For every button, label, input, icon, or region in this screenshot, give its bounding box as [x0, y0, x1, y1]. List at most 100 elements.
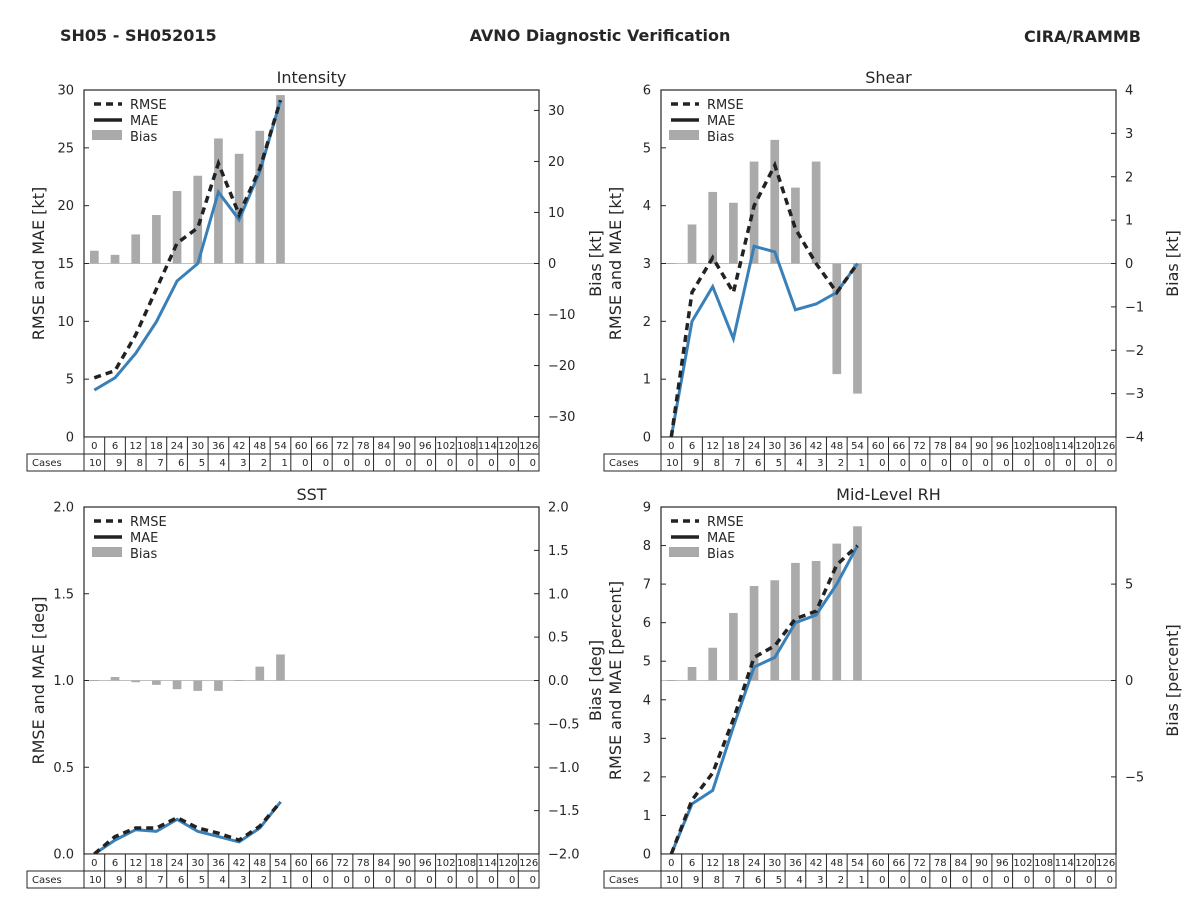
legend-rmse-label: RMSE: [707, 98, 744, 113]
table-hour: 90: [975, 858, 988, 869]
rmse-line: [669, 544, 859, 855]
table-case-count: 0: [406, 458, 412, 469]
table-label-cell: [603, 870, 662, 889]
table-case-count: 0: [343, 875, 349, 886]
legend-bias-label: Bias: [707, 547, 734, 562]
table-hour: 48: [253, 858, 266, 869]
table-hour: 126: [519, 441, 538, 452]
table-case-count: 0: [1086, 875, 1092, 886]
y2-tick-label: −1.5: [548, 804, 580, 819]
table-hour: 126: [1096, 858, 1115, 869]
table-case-count: 6: [178, 458, 184, 469]
y-axis-label: RMSE and MAE [kt]: [606, 187, 625, 340]
table-hour: 66: [892, 441, 905, 452]
y2-tick-label: 0: [548, 257, 556, 272]
table-case-count: 0: [385, 875, 391, 886]
table-hour: 54: [851, 441, 864, 452]
table-hour: 18: [727, 441, 740, 452]
y2-axis-label: Bias [deg]: [586, 640, 605, 721]
table-hour: 90: [398, 858, 411, 869]
table-case-count: 0: [983, 458, 989, 469]
table-case-count: 9: [116, 875, 122, 886]
y-tick-label: 0: [643, 431, 651, 446]
table-hour: 30: [191, 858, 204, 869]
bias-bar: [708, 647, 718, 681]
bias-bar: [276, 95, 285, 264]
table-hour: 30: [191, 441, 204, 452]
table-hour: 114: [478, 441, 497, 452]
table-case-count: 0: [1086, 458, 1092, 469]
bias-bar: [729, 613, 738, 681]
table-hour: 18: [150, 858, 163, 869]
table-hour: 30: [768, 858, 781, 869]
header-title: AVNO Diagnostic Verification: [470, 26, 731, 45]
rmse-line: [669, 160, 859, 438]
header-storm-id: SH05 - SH052015: [60, 26, 217, 45]
bias-bar: [89, 680, 99, 681]
table-hour: 36: [212, 858, 225, 869]
table-case-count: 0: [406, 875, 412, 886]
table-case-count: 2: [261, 875, 267, 886]
table-hour: 54: [274, 441, 287, 452]
table-row-label: Cases: [32, 458, 62, 469]
table-hour: 66: [315, 858, 328, 869]
table-hour: 24: [171, 858, 184, 869]
y2-axis-label: Bias [percent]: [1163, 624, 1182, 736]
table-hour: 102: [1013, 858, 1032, 869]
table-case-count: 0: [983, 875, 989, 886]
table-hour: 84: [955, 441, 968, 452]
table-hour: 120: [1075, 441, 1094, 452]
table-hour: 60: [872, 858, 885, 869]
table-hour: 126: [1096, 441, 1115, 452]
table-row-label: Cases: [609, 875, 639, 886]
table-hour: 66: [892, 858, 905, 869]
table-case-count: 0: [900, 458, 906, 469]
table-case-count: 2: [838, 458, 844, 469]
table-hour: 120: [1075, 858, 1094, 869]
table-case-count: 7: [157, 458, 163, 469]
table-case-count: 0: [920, 458, 926, 469]
y-axis-label: RMSE and MAE [percent]: [606, 581, 625, 780]
table-case-count: 0: [900, 875, 906, 886]
y-tick-label: 2: [643, 315, 651, 330]
y2-tick-label: −10: [548, 308, 575, 323]
y2-tick-label: 20: [548, 155, 565, 170]
y2-tick-label: −5: [1125, 770, 1144, 785]
table-hour: 24: [748, 858, 761, 869]
table-case-count: 0: [323, 458, 329, 469]
table-case-count: 0: [509, 875, 515, 886]
y2-tick-label: −30: [548, 410, 575, 425]
table-row-label: Cases: [609, 458, 639, 469]
y2-tick-label: −2.0: [548, 848, 580, 863]
table-hour: 18: [727, 858, 740, 869]
table-case-count: 2: [838, 875, 844, 886]
table-case-count: 6: [178, 875, 184, 886]
table-hour: 108: [1034, 441, 1053, 452]
table-case-count: 10: [89, 458, 102, 469]
y-tick-label: 0: [66, 431, 74, 446]
table-hour: 78: [357, 858, 370, 869]
table-case-count: 1: [281, 458, 287, 469]
table-case-count: 10: [666, 875, 679, 886]
bias-bar: [708, 191, 718, 264]
y2-tick-label: −1: [1125, 300, 1144, 315]
panel-title: Mid-Level RH: [836, 485, 941, 504]
y2-tick-label: 1.0: [548, 587, 569, 602]
table-case-count: 1: [858, 458, 864, 469]
table-hour: 36: [212, 441, 225, 452]
y-tick-label: 15: [57, 257, 74, 272]
table-hour: 90: [975, 441, 988, 452]
y-tick-label: 30: [57, 84, 74, 99]
table-hour: 48: [830, 858, 843, 869]
table-hour: 0: [91, 858, 97, 869]
bias-bar: [832, 263, 842, 375]
table-hour: 108: [457, 858, 476, 869]
y-axis-label: RMSE and MAE [kt]: [29, 187, 48, 340]
y2-tick-label: 4: [1125, 84, 1133, 99]
y2-tick-label: −4: [1125, 431, 1144, 446]
table-case-count: 0: [1107, 875, 1113, 886]
